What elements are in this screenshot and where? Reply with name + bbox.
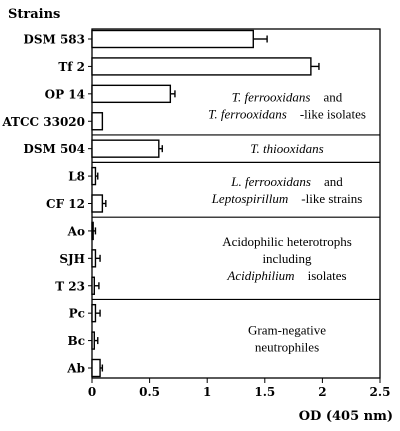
bar bbox=[91, 249, 97, 268]
group-label-line: L. ferrooxidans and bbox=[230, 174, 343, 189]
bars bbox=[91, 29, 320, 378]
group-label-text: and bbox=[311, 174, 343, 189]
bar bbox=[91, 358, 101, 378]
group-label-italic: T. ferrooxidans bbox=[232, 90, 311, 105]
bar bbox=[91, 29, 254, 49]
group-label-line: Leptospirillum -like strains bbox=[211, 191, 363, 206]
x-tick-label: 0.5 bbox=[139, 385, 160, 399]
categories-title: Strains bbox=[8, 7, 60, 22]
group-label-text: Acidophilic heterotrophs bbox=[222, 234, 352, 249]
y-tick-label: Ao bbox=[67, 224, 85, 238]
group-label-line: T. ferrooxidans and bbox=[232, 90, 343, 105]
bar bbox=[91, 221, 94, 241]
group-label-line: T. thiooxidans bbox=[250, 141, 323, 156]
y-tick-label: CF 12 bbox=[46, 197, 85, 211]
group-label-italic: T. thiooxidans bbox=[250, 141, 323, 156]
group-label-italic: Acidiphilium bbox=[226, 268, 294, 283]
group-label-text: Gram-negative bbox=[248, 323, 326, 338]
x-axis: 0 0.5 1 1.5 2 2.5 bbox=[88, 378, 391, 399]
group-label-italic: T. ferrooxidans bbox=[208, 107, 287, 122]
group-label-italic: L. ferrooxidans bbox=[230, 174, 311, 189]
group-label-text: -like isolates bbox=[287, 107, 366, 122]
y-tick-label: DSM 504 bbox=[23, 142, 85, 156]
group-label-text: including bbox=[262, 251, 312, 266]
y-tick-label: Pc bbox=[69, 307, 85, 321]
bar bbox=[91, 84, 172, 104]
y-tick-label: Bc bbox=[68, 334, 85, 348]
y-tick-label: DSM 583 bbox=[23, 33, 85, 47]
group-dividers bbox=[92, 134, 380, 301]
group-label-text: isolates bbox=[295, 268, 347, 283]
x-tick-label: 2 bbox=[318, 385, 326, 399]
y-tick-label: Ab bbox=[66, 362, 85, 376]
bar bbox=[91, 112, 104, 131]
bar bbox=[91, 166, 97, 186]
x-tick-label: 1 bbox=[203, 385, 211, 399]
x-tick-label: 2.5 bbox=[370, 385, 391, 399]
bar bbox=[91, 139, 160, 158]
group-label-line: neutrophiles bbox=[255, 340, 319, 355]
group-label-text: and bbox=[310, 90, 342, 105]
group-label-line: T. ferrooxidans -like isolates bbox=[208, 107, 366, 122]
y-tick-label: ATCC 33020 bbox=[1, 115, 85, 129]
bar bbox=[91, 57, 312, 76]
y-tick-label: OP 14 bbox=[45, 87, 85, 101]
y-tick-label: Tf 2 bbox=[58, 60, 85, 74]
group-label-text: -like strains bbox=[288, 191, 362, 206]
bar bbox=[91, 303, 97, 323]
bar bbox=[91, 276, 96, 295]
y-tick-label: SJH bbox=[59, 252, 85, 266]
y-axis: DSM 583 Tf 2 OP 14 ATCC 33020 DSM 504 L8 CF 12… bbox=[1, 33, 92, 376]
x-tick-label: 0 bbox=[88, 385, 96, 399]
y-tick-label: T 23 bbox=[55, 279, 85, 293]
bar bbox=[91, 331, 96, 350]
bar bbox=[91, 194, 104, 213]
group-label-italic: Leptospirillum bbox=[211, 191, 289, 206]
group-label-text: neutrophiles bbox=[255, 340, 319, 355]
group-label-line: including bbox=[262, 251, 312, 266]
y-tick-label: L8 bbox=[68, 170, 85, 184]
x-axis-label: OD (405 nm) bbox=[299, 409, 393, 424]
x-tick-label: 1.5 bbox=[254, 385, 275, 399]
group-label-line: Acidophilic heterotrophs bbox=[222, 234, 352, 249]
group-label-line: Gram-negative bbox=[248, 323, 326, 338]
group-label-line: Acidiphilium isolates bbox=[226, 268, 346, 283]
